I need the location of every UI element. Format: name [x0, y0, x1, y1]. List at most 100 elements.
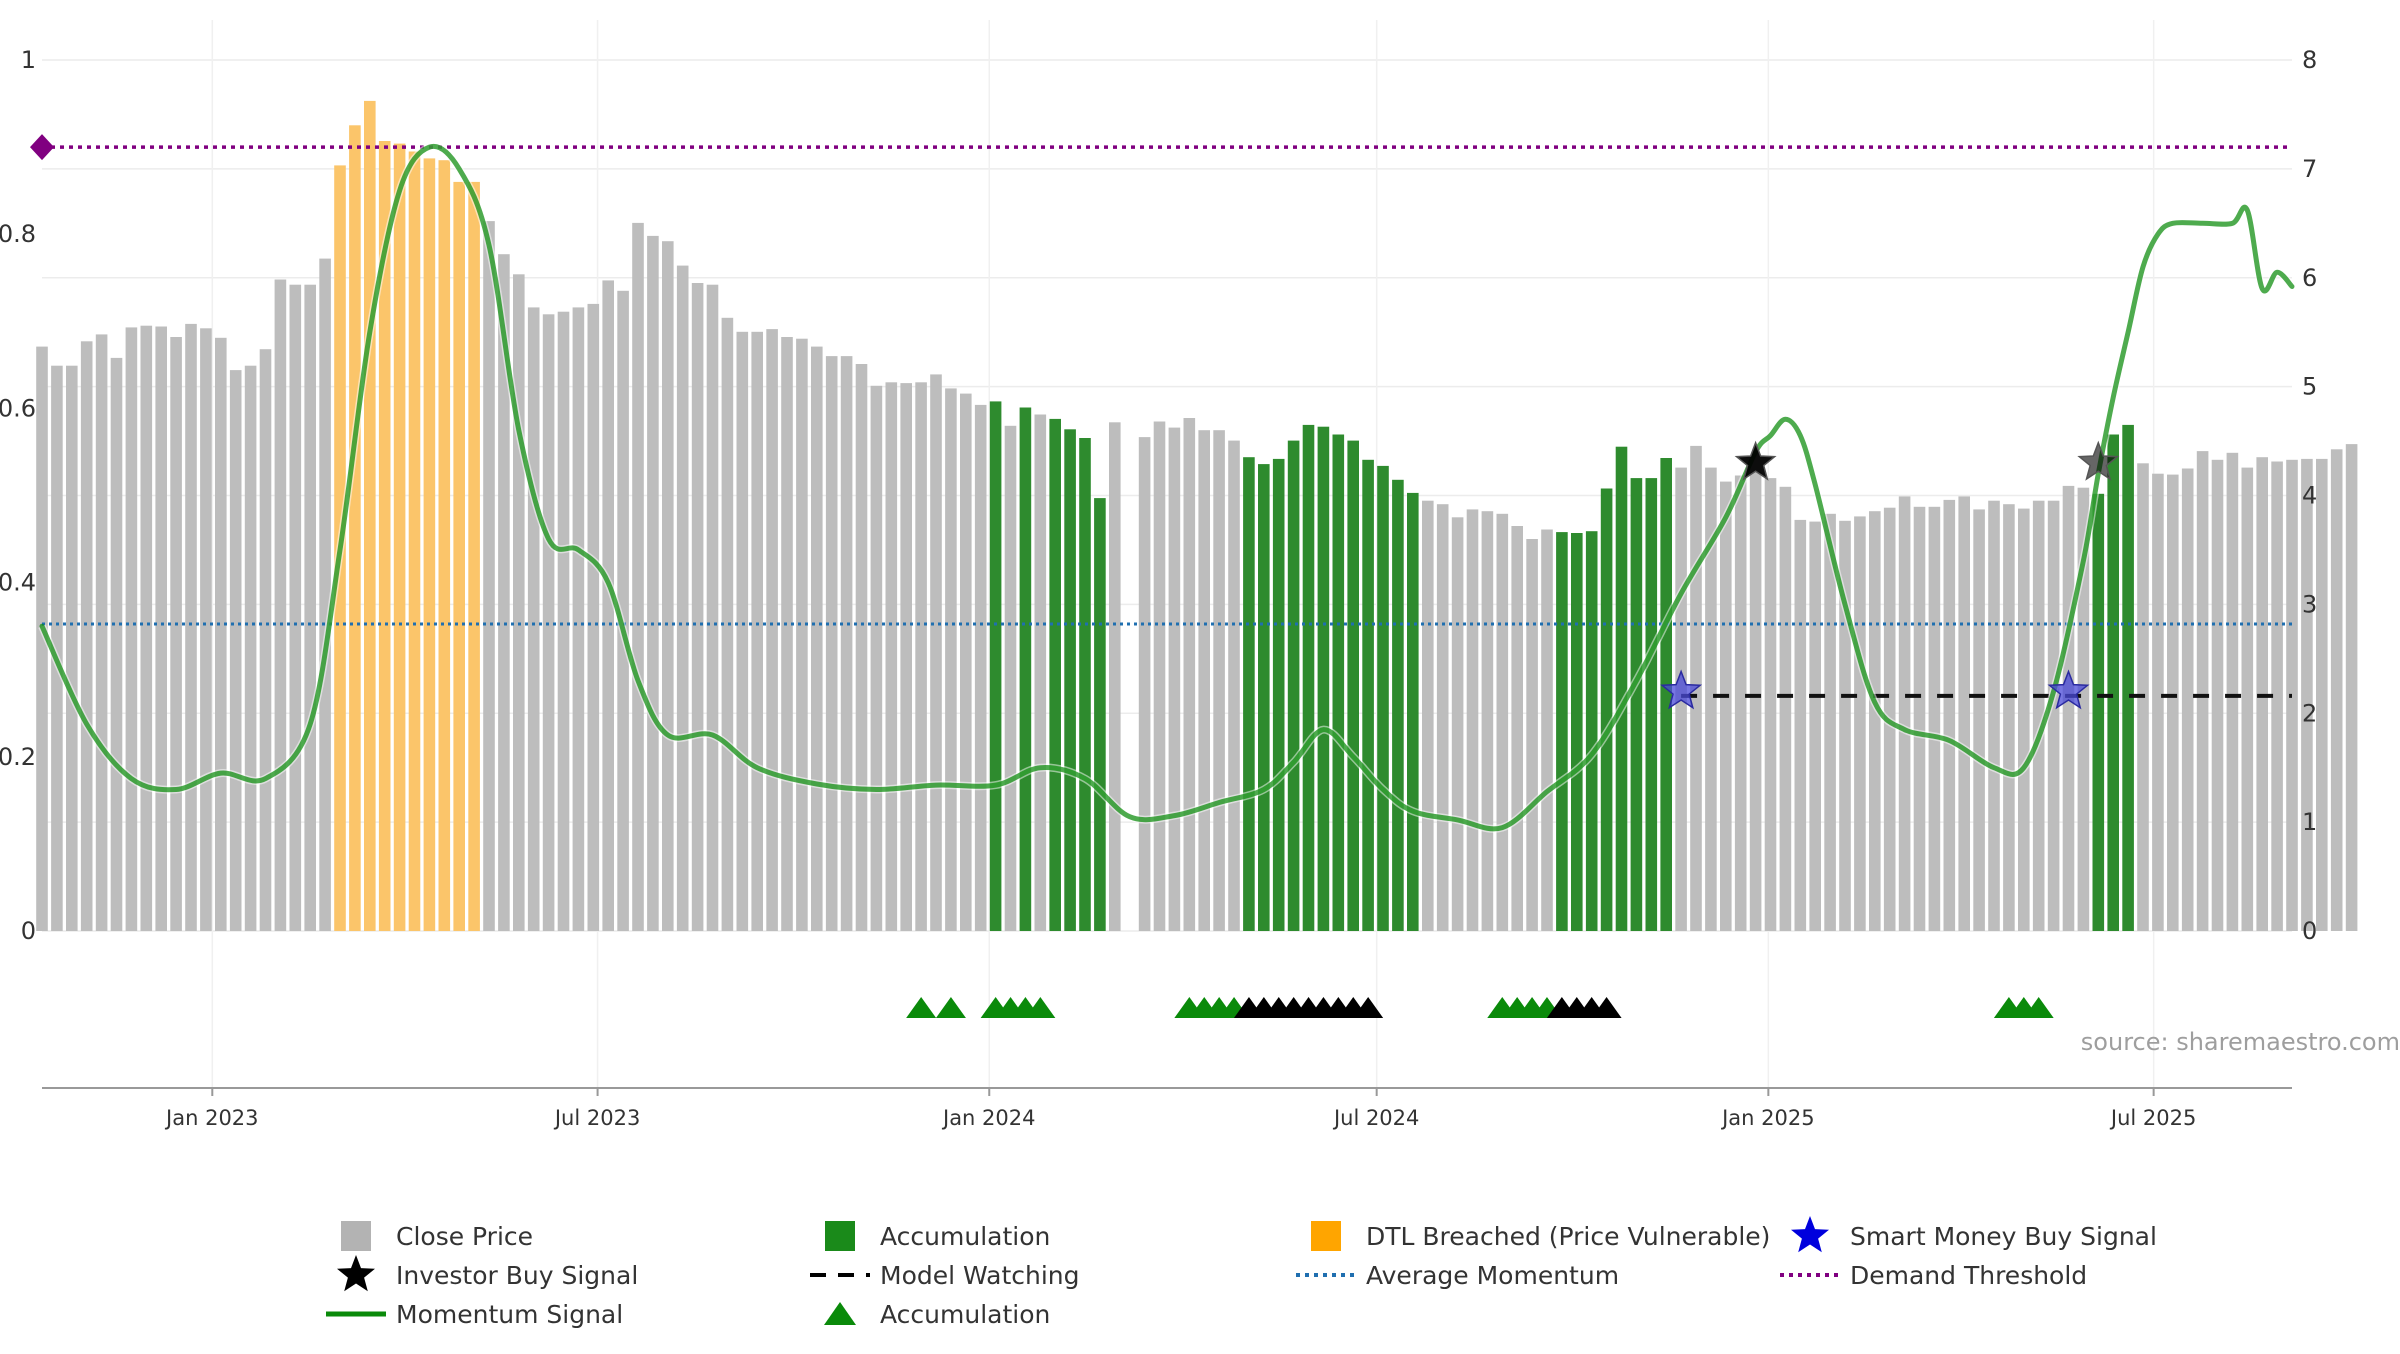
dtl-bar [408, 151, 421, 931]
close-price-bar [2301, 458, 2313, 931]
dtl-bar [364, 100, 376, 931]
close-price-bar [781, 337, 793, 931]
close-price-bar [1869, 511, 1881, 931]
close-price-bar [319, 258, 331, 932]
legend-swatch-dtl-breached-price-vulnerable [1311, 1221, 1341, 1251]
y-left-tick-label: 0.2 [0, 743, 36, 771]
investor-star-icon [1734, 440, 1777, 481]
accumulation-triangle-icon [2023, 997, 2054, 1018]
close-price-bar [1988, 500, 2000, 931]
close-price-bar [1809, 521, 1821, 931]
close-price-bar [1168, 427, 1181, 931]
close-price-bar [840, 356, 853, 932]
close-price-bar [1138, 437, 1151, 931]
legend-swatch-accumulation [825, 1221, 855, 1251]
close-price-bar [1511, 526, 1523, 931]
close-price-bar [885, 382, 898, 931]
y-left-tick-label: 0.8 [0, 220, 36, 248]
close-price-bar [1183, 418, 1196, 931]
close-price-bar [2211, 459, 2224, 931]
y-right-tick-label: 4 [2302, 482, 2317, 510]
close-price-bar [155, 326, 167, 931]
close-price-bar [632, 222, 644, 931]
legend-item: Accumulation [825, 1221, 1050, 1251]
close-price-bar [930, 374, 942, 931]
close-price-bar [974, 404, 987, 931]
close-price-bar [51, 365, 63, 931]
close-price-bar [304, 284, 316, 931]
legend-label: Accumulation [880, 1300, 1050, 1329]
close-price-bar [1109, 422, 1121, 931]
close-price-bar [1913, 506, 1926, 931]
close-price-bar [259, 349, 272, 931]
legend-item: Momentum Signal [326, 1300, 623, 1329]
close-price-bar [36, 346, 48, 932]
close-price-bar [1973, 509, 1985, 931]
legend-star-icon [337, 1255, 375, 1292]
close-price-bar [2181, 468, 2194, 931]
close-price-bar [572, 307, 585, 931]
close-price-bar [945, 388, 957, 931]
close-price-bar [1541, 529, 1553, 931]
smart-money-star-icon [2047, 669, 2090, 710]
legend-item: Demand Threshold [1780, 1261, 2087, 1290]
close-price-bar [274, 279, 287, 931]
legend-label: Momentum Signal [396, 1300, 623, 1329]
close-price-bar [602, 280, 614, 931]
close-price-bar [2241, 467, 2254, 931]
accumulation-bar [1362, 459, 1374, 931]
close-price-bar [140, 325, 153, 931]
close-price-bar [2152, 473, 2164, 931]
close-price-bar [676, 265, 689, 932]
close-price-bar [2330, 449, 2343, 931]
accumulation-bar [1243, 457, 1255, 931]
close-price-bar [1422, 500, 1434, 931]
close-price-bar [289, 284, 302, 931]
axes: Jan 2023 Jul 2023 Jan 2024 Jul 2024 Jan 2025… [0, 46, 2317, 1130]
legend-swatch-close-price [341, 1221, 371, 1251]
legend-label: Model Watching [880, 1261, 1080, 1290]
legend-triangle-icon [824, 1302, 856, 1325]
close-price-bar [1466, 509, 1479, 931]
close-price-bar [1451, 517, 1464, 931]
close-price-bar [706, 284, 719, 931]
close-price-bar [1958, 496, 1970, 931]
legend-label: Demand Threshold [1850, 1261, 2087, 1290]
legend: Close Price Accumulation DTL Breached (Pri… [326, 1216, 2157, 1329]
close-price-bar [662, 241, 674, 931]
y-left-tick-label: 1 [21, 46, 36, 74]
close-price-bar [95, 334, 108, 931]
close-price-bar [825, 356, 838, 932]
y-left-tick-label: 0 [21, 917, 36, 945]
legend-label: Average Momentum [1366, 1261, 1619, 1290]
accumulation-bar [2092, 493, 2105, 931]
close-price-bar [1898, 496, 1911, 931]
close-price-bar [960, 393, 972, 932]
close-price-bar [2167, 474, 2179, 931]
legend-star-icon [1791, 1216, 1829, 1253]
close-price-bar [1794, 519, 1807, 931]
accumulation-bar [1019, 407, 1032, 931]
close-price-bar [751, 331, 763, 931]
close-price-bar [215, 337, 227, 931]
accumulation-bar [1347, 440, 1359, 931]
close-price-bar [1153, 421, 1166, 931]
source-note: source: sharemaestro.com [2081, 1028, 2400, 1056]
accumulation-triangles [906, 997, 2054, 1018]
close-price-bar [721, 317, 734, 931]
close-price-bar [1496, 513, 1509, 931]
close-price-bar [498, 254, 510, 931]
accumulation-bar [1615, 446, 1628, 931]
close-price-bar [1928, 506, 1941, 931]
accumulation-triangle-icon [1591, 997, 1622, 1018]
close-price-bar [617, 290, 629, 931]
close-price-bar [1228, 440, 1240, 931]
momentum-signal-line [39, 143, 2295, 832]
accumulation-bar [2107, 434, 2119, 931]
accumulation-triangle-icon [906, 997, 937, 1018]
close-price-bar [870, 385, 883, 931]
close-price-bar [1213, 430, 1225, 931]
accumulation-bar [1407, 492, 1419, 931]
